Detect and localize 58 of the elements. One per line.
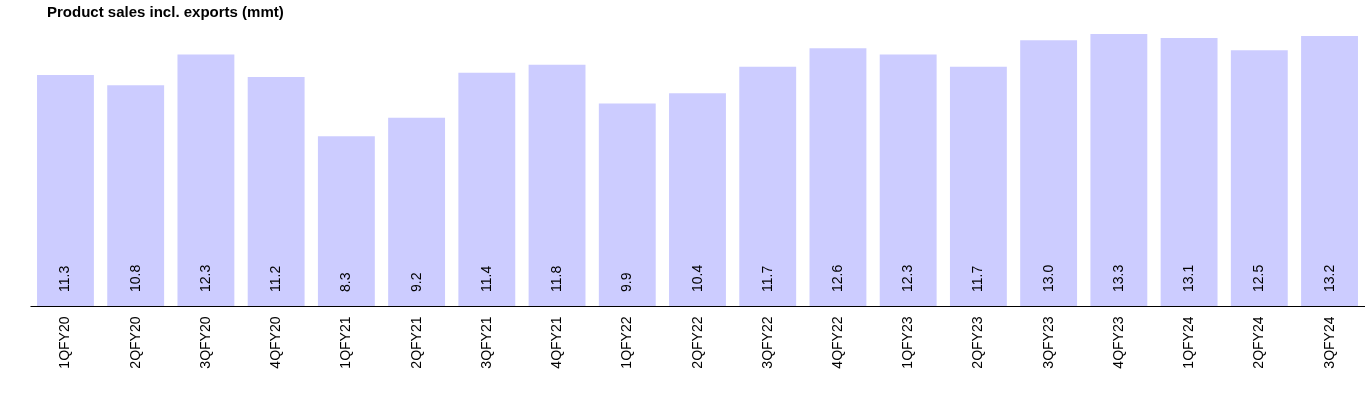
bar xyxy=(388,117,446,306)
bar xyxy=(879,54,937,306)
bar xyxy=(1301,36,1358,306)
x-tick-label: 1QFY22 xyxy=(618,316,635,369)
data-label: 13.0 xyxy=(1039,264,1056,292)
data-label: 9.9 xyxy=(618,272,635,292)
x-tick-label: 2QFY24 xyxy=(1250,316,1267,369)
data-label: 11.7 xyxy=(758,265,775,292)
data-label: 11.8 xyxy=(548,265,565,292)
x-tick-label: 2QFY23 xyxy=(969,316,986,369)
x-tick-label: 4QFY21 xyxy=(548,316,565,369)
x-tick-label: 1QFY23 xyxy=(899,316,916,369)
x-tick-label: 2QFY22 xyxy=(688,316,705,369)
bar xyxy=(669,93,726,306)
data-label: 11.7 xyxy=(969,265,986,292)
x-tick-label: 4QFY23 xyxy=(1109,316,1126,369)
bar xyxy=(1230,50,1288,306)
data-label: 12.5 xyxy=(1250,264,1267,292)
x-tick-label: 2QFY20 xyxy=(126,316,143,369)
bar xyxy=(247,76,305,306)
data-label: 10.8 xyxy=(126,264,143,292)
bar xyxy=(1160,38,1218,306)
x-tick-label: 3QFY23 xyxy=(1039,316,1056,369)
x-tick-label: 3QFY20 xyxy=(196,316,213,369)
bar xyxy=(809,48,867,306)
x-tick-label: 4QFY22 xyxy=(828,316,845,369)
data-label: 10.4 xyxy=(688,264,705,292)
bar xyxy=(37,74,94,306)
data-label: 11.4 xyxy=(477,265,494,292)
bar xyxy=(177,54,235,306)
bar xyxy=(739,66,797,306)
x-tick-label: 3QFY22 xyxy=(758,316,775,369)
x-tick-label: 3QFY21 xyxy=(477,316,494,369)
x-tick-label: 3QFY24 xyxy=(1320,316,1337,369)
x-tick-label: 1QFY21 xyxy=(337,316,354,369)
bar xyxy=(598,103,656,306)
data-label: 12.3 xyxy=(196,264,213,292)
data-label: 8.3 xyxy=(337,272,354,292)
x-tick-label: 1QFY24 xyxy=(1180,316,1197,369)
x-tick-label: 1QFY20 xyxy=(56,316,73,369)
data-label: 13.2 xyxy=(1320,264,1337,292)
chart-title: Product sales incl. exports (mmt) xyxy=(47,3,284,20)
data-label: 11.3 xyxy=(56,265,73,292)
data-label: 9.2 xyxy=(407,272,424,292)
bar xyxy=(107,85,165,306)
x-tick-label: 4QFY20 xyxy=(267,316,284,369)
bar xyxy=(317,136,375,306)
data-label: 13.1 xyxy=(1180,264,1197,292)
bar xyxy=(458,72,516,306)
x-tick-label: 2QFY21 xyxy=(407,316,424,369)
bar xyxy=(1090,34,1148,306)
data-label: 12.6 xyxy=(828,264,845,292)
data-label: 12.3 xyxy=(899,264,916,292)
bar xyxy=(1020,40,1078,306)
data-label: 13.3 xyxy=(1109,264,1126,292)
bar xyxy=(528,64,586,306)
bar xyxy=(949,66,1007,306)
data-label: 11.2 xyxy=(267,265,284,292)
